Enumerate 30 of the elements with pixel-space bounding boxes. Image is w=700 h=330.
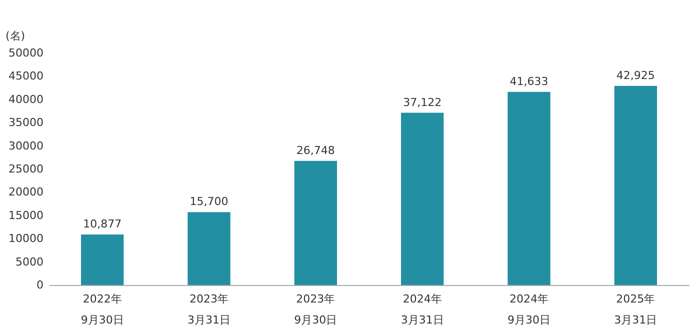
y-tick-label: 30000 [8, 139, 44, 152]
data-label: 41,633 [510, 74, 548, 88]
data-label: 10,877 [83, 218, 122, 231]
x-tick-label: 2022年 9月30日 [80, 292, 124, 326]
y-axis-title: (名) [6, 30, 26, 42]
y-tick-label: 20000 [8, 186, 44, 199]
x-tick-label: 2023年 9月30日 [294, 292, 338, 326]
y-tick-label: 10000 [8, 232, 44, 246]
bar [401, 112, 444, 285]
y-tick-label: 40000 [8, 92, 44, 106]
y-tick-label: 5000 [16, 255, 44, 268]
y-tick-label: 35000 [8, 116, 44, 130]
x-tick-label: 2024年 3月31日 [400, 292, 444, 326]
data-label: 15,700 [190, 195, 228, 208]
y-tick-label: 45000 [8, 70, 44, 83]
y-tick-label: 0 [36, 278, 44, 292]
bar [508, 92, 550, 285]
y-tick-label: 15000 [8, 208, 44, 222]
data-label: 37,122 [403, 96, 442, 109]
x-tick-label: 2023年 3月31日 [188, 292, 230, 326]
data-label: 42,925 [616, 68, 655, 82]
x-tick-label: 2024年 9月30日 [508, 292, 550, 326]
data-label: 26,748 [296, 144, 335, 157]
y-tick-label: 50000 [8, 46, 44, 60]
bar [81, 234, 124, 285]
bar [614, 86, 657, 285]
bar [294, 160, 337, 285]
bar [188, 212, 230, 285]
y-tick-label: 25000 [8, 162, 44, 176]
x-tick-label: 2025年 3月31日 [614, 292, 658, 326]
